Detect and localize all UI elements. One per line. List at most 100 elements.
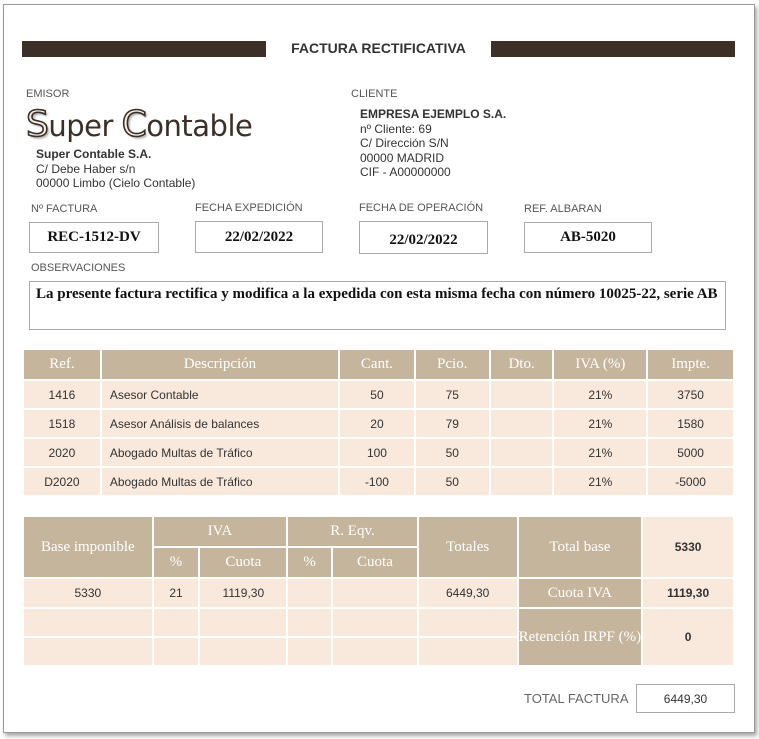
title-bar-left bbox=[22, 41, 266, 57]
empty-cell bbox=[198, 607, 289, 638]
item-description: Abogado Multas de Tráfico bbox=[99, 466, 341, 497]
req-header: R. Eqv. bbox=[286, 515, 419, 548]
cliente-address: EMPRESA EJEMPLO S.A. nº Cliente: 69 C/ D… bbox=[360, 107, 506, 180]
op-date-field[interactable]: 22/02/2022 bbox=[359, 221, 488, 254]
req-pct-header: % bbox=[286, 546, 334, 579]
col-description: Descripción bbox=[99, 348, 341, 381]
item-ref: 1518 bbox=[22, 408, 102, 439]
totals-table: Base imponible IVA R. Eqv. Totales Total… bbox=[22, 515, 735, 667]
empty-cell bbox=[151, 636, 201, 667]
retencion-value: 0 bbox=[641, 607, 735, 667]
totals-header-row: Base imponible IVA R. Eqv. Totales Total… bbox=[22, 515, 735, 579]
empty-cell bbox=[198, 636, 289, 667]
table-row: D2020 Abogado Multas de Tráfico -100 50 … bbox=[22, 466, 735, 497]
ref-albaran-label: REF. ALBARAN bbox=[524, 203, 602, 215]
totals-subheader-row: % Cuota % Cuota bbox=[23, 546, 734, 579]
totals-row: 5330 21 1119,30 6449,30 Cuota IVA 1119,3… bbox=[22, 577, 735, 609]
title-bar: FACTURA RECTIFICATIVA bbox=[22, 40, 735, 57]
req-pct-value bbox=[286, 577, 334, 609]
col-price: Pcio. bbox=[413, 348, 491, 381]
item-iva: 21% bbox=[552, 379, 649, 410]
item-price: 79 bbox=[413, 408, 491, 439]
iva-cuota-value: 1119,30 bbox=[198, 577, 289, 609]
col-discount: Dto. bbox=[488, 348, 555, 381]
emisor-label: EMISOR bbox=[26, 88, 70, 100]
items-header-row: Ref. Descripción Cant. Pcio. Dto. IVA (%… bbox=[22, 348, 735, 381]
item-quantity: 20 bbox=[338, 408, 416, 439]
cliente-label: CLIENTE bbox=[351, 88, 398, 100]
emisor-name: Super Contable S.A. bbox=[36, 147, 152, 161]
observaciones-label: OBSERVACIONES bbox=[31, 262, 126, 274]
item-quantity: 50 bbox=[338, 379, 416, 410]
empty-cell bbox=[331, 636, 419, 667]
item-quantity: -100 bbox=[338, 466, 416, 497]
iva-header: IVA bbox=[151, 515, 289, 548]
col-quantity: Cant. bbox=[338, 348, 416, 381]
base-imponible-header: Base imponible bbox=[22, 515, 154, 579]
col-iva: IVA (%) bbox=[552, 348, 649, 381]
item-description: Asesor Contable bbox=[99, 379, 341, 410]
item-discount bbox=[488, 379, 555, 410]
invoice-no-field[interactable]: REC-1512-DV bbox=[29, 222, 159, 253]
item-discount bbox=[488, 437, 555, 468]
cuota-iva-value: 1119,30 bbox=[641, 577, 735, 609]
company-logo: Super Contable bbox=[25, 103, 253, 146]
base-imponible-value: 5330 bbox=[22, 577, 154, 609]
total-factura-field[interactable]: 6449,30 bbox=[636, 684, 735, 713]
empty-cell bbox=[286, 636, 334, 667]
cliente-number: nº Cliente: 69 bbox=[360, 121, 432, 136]
invoice-no-label: Nº FACTURA bbox=[31, 203, 98, 215]
item-amount: 3750 bbox=[646, 379, 735, 410]
invoice-title: FACTURA RECTIFICATIVA bbox=[291, 40, 466, 56]
issue-date-label: FECHA EXPEDICIÓN bbox=[195, 202, 303, 214]
retencion-label: Retención IRPF (%) bbox=[516, 607, 644, 667]
total-factura-label: TOTAL FACTURA bbox=[524, 691, 629, 706]
item-iva: 21% bbox=[552, 466, 649, 497]
totales-value: 6449,30 bbox=[416, 577, 519, 609]
totales-header: Totales bbox=[416, 515, 519, 579]
op-date-label: FECHA DE OPERACIÓN bbox=[359, 202, 484, 214]
item-amount: -5000 bbox=[646, 466, 735, 497]
emisor-street: C/ Debe Haber s/n bbox=[36, 161, 136, 176]
issue-date-field[interactable]: 22/02/2022 bbox=[195, 221, 323, 253]
cliente-city: 00000 MADRID bbox=[360, 150, 445, 165]
item-discount bbox=[488, 408, 555, 439]
empty-cell bbox=[22, 607, 154, 638]
iva-pct-value: 21 bbox=[151, 577, 201, 609]
cliente-cif: CIF - A00000000 bbox=[360, 165, 451, 179]
emisor-city: 00000 Limbo (Cielo Contable) bbox=[36, 176, 196, 190]
cuota-iva-label: Cuota IVA bbox=[516, 577, 644, 609]
item-quantity: 100 bbox=[338, 437, 416, 468]
totals-empty-row: Retención IRPF (%) 0 bbox=[22, 607, 735, 667]
empty-cell bbox=[286, 607, 334, 638]
iva-cuota-header: Cuota bbox=[198, 546, 289, 579]
item-price: 50 bbox=[413, 466, 491, 497]
emisor-address: Super Contable S.A. C/ Debe Haber s/n 00… bbox=[36, 147, 195, 191]
ref-albaran-field[interactable]: AB-5020 bbox=[524, 222, 652, 253]
item-description: Asesor Análisis de balances bbox=[99, 408, 341, 439]
table-row: 1416 Asesor Contable 50 75 21% 3750 bbox=[22, 379, 735, 410]
iva-pct-header: % bbox=[151, 546, 201, 579]
item-ref: D2020 bbox=[22, 466, 102, 497]
empty-cell bbox=[416, 636, 519, 667]
item-ref: 2020 bbox=[22, 437, 102, 468]
observaciones-field[interactable]: La presente factura rectifica y modifica… bbox=[29, 281, 726, 330]
item-amount: 1580 bbox=[646, 408, 735, 439]
title-bar-right bbox=[491, 41, 735, 57]
item-price: 75 bbox=[413, 379, 491, 410]
item-iva: 21% bbox=[552, 437, 649, 468]
empty-cell bbox=[416, 607, 519, 638]
table-row: 1518 Asesor Análisis de balances 20 79 2… bbox=[22, 408, 735, 439]
table-row: 2020 Abogado Multas de Tráfico 100 50 21… bbox=[22, 437, 735, 468]
item-amount: 5000 bbox=[646, 437, 735, 468]
item-description: Abogado Multas de Tráfico bbox=[99, 437, 341, 468]
req-cuota-header: Cuota bbox=[331, 546, 419, 579]
item-discount bbox=[488, 466, 555, 497]
items-table: Ref. Descripción Cant. Pcio. Dto. IVA (%… bbox=[22, 348, 735, 497]
cliente-name: EMPRESA EJEMPLO S.A. bbox=[360, 107, 507, 121]
req-cuota-value bbox=[331, 577, 419, 609]
empty-cell bbox=[331, 607, 419, 638]
col-amount: Impte. bbox=[646, 348, 735, 381]
total-base-value: 5330 bbox=[641, 515, 735, 579]
item-ref: 1416 bbox=[22, 379, 102, 410]
